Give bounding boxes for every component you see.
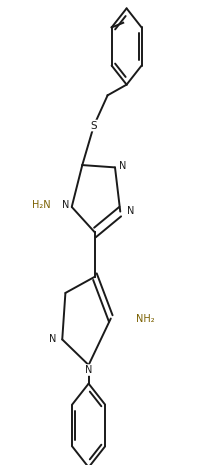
Text: N: N — [119, 161, 127, 172]
Text: NH₂: NH₂ — [136, 313, 155, 324]
Text: N: N — [49, 334, 56, 345]
Text: N: N — [127, 206, 134, 216]
Text: N: N — [85, 365, 92, 375]
Text: S: S — [91, 120, 97, 131]
Text: H₂N: H₂N — [32, 199, 50, 210]
Text: N: N — [62, 199, 70, 210]
